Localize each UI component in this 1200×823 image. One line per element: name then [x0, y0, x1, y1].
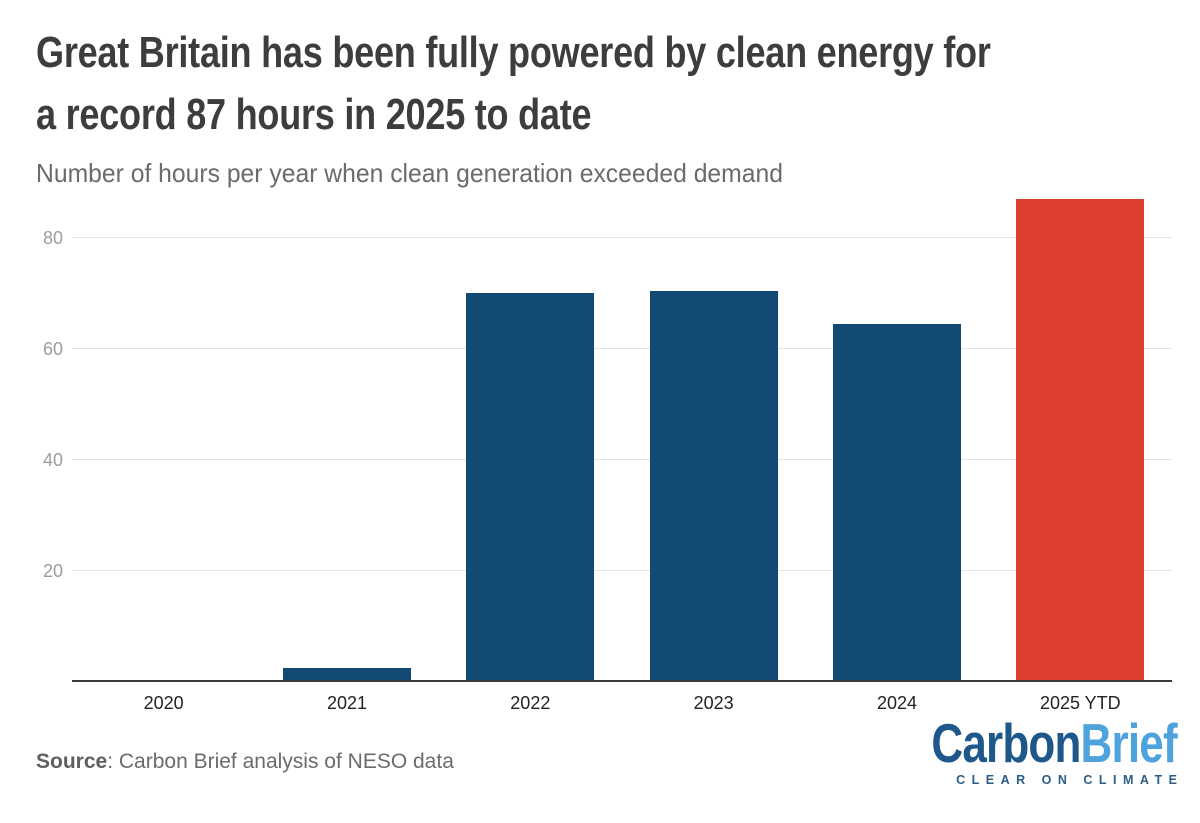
source-label: Source: [36, 750, 108, 773]
x-tick-label-2024: 2024: [876, 693, 918, 713]
gridline-80: [72, 236, 1172, 238]
logo-brief: Brief: [1080, 712, 1178, 774]
bar-2023: [649, 290, 778, 680]
x-tick-label-2021: 2021: [326, 693, 368, 713]
x-tick-label-2020: 2020: [143, 693, 184, 713]
gridline-40: [72, 458, 1172, 460]
bar-2021: [283, 668, 411, 680]
title-line-2: a record 87 hours in 2025 to date: [36, 90, 592, 139]
logo-tagline: CLEAR ON CLIMATE: [956, 773, 1184, 787]
title-line-1: Great Britain has been fully powered by …: [36, 28, 991, 77]
x-tick-label-2022: 2022: [510, 693, 551, 713]
x-tick-label-2023: 2023: [693, 693, 734, 713]
y-tick-label-40: 40: [42, 449, 63, 470]
bar-2024: [833, 323, 961, 680]
bar-2022: [466, 293, 595, 680]
plot-area: 2020 2021 2022 2023 2024 2025 YTD: [72, 190, 1172, 713]
carbonbrief-logo: CarbonBrief CLEAR ON CLIMATE: [870, 712, 1178, 787]
y-tick-label-60: 60: [42, 338, 63, 359]
logo-carbon: Carbon: [931, 712, 1082, 774]
y-tick-label-80: 80: [42, 227, 63, 248]
y-tick-label-20: 20: [42, 560, 63, 581]
gridline-20: [72, 569, 1172, 571]
logo-wordmark: CarbonBrief: [931, 712, 1178, 774]
x-tick-label-2025-ytd: 2025 YTD: [1039, 693, 1121, 713]
page-title: Great Britain has been fully powered by …: [36, 22, 1200, 146]
source-note: Source: Carbon Brief analysis of NESO da…: [36, 750, 454, 774]
bar-2025-ytd: [1016, 198, 1145, 680]
source-text: : Carbon Brief analysis of NESO data: [107, 750, 454, 773]
x-axis-line: [72, 680, 1172, 682]
chart-subtitle: Number of hours per year when clean gene…: [36, 158, 783, 188]
gridline-60: [72, 347, 1172, 349]
y-axis-labels: 20 40 60 80: [0, 190, 63, 682]
